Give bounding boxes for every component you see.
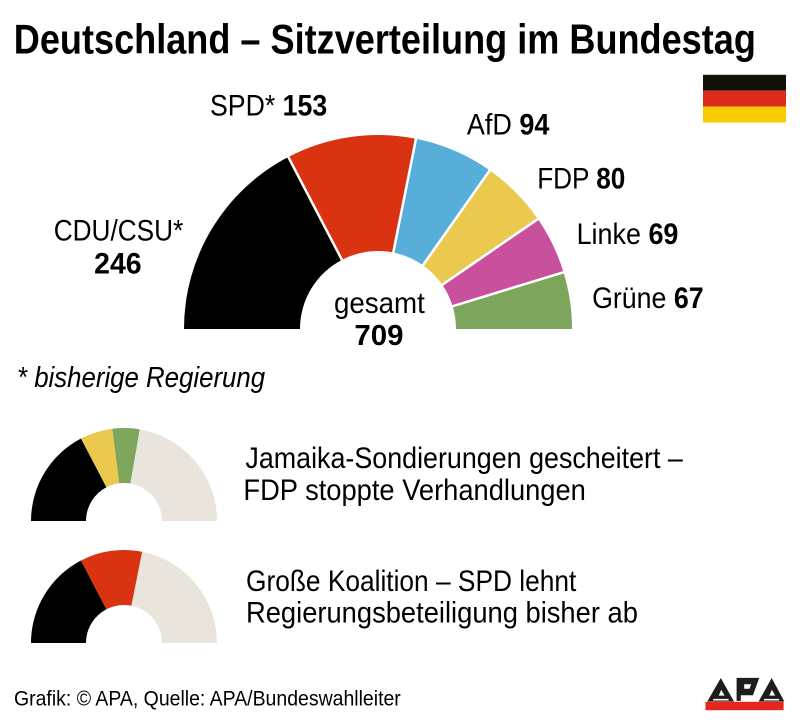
svg-text:Linke 69: Linke 69 (577, 218, 679, 252)
svg-text:CDU/CSU*: CDU/CSU* (54, 213, 184, 247)
svg-text:FDP 80: FDP 80 (537, 162, 625, 195)
svg-text:FDP stoppte Verhandlungen: FDP stoppte Verhandlungen (243, 474, 585, 507)
svg-text:Grafik: © APA, Quelle: APA/Bun: Grafik: © APA, Quelle: APA/Bundeswahllei… (14, 687, 401, 711)
svg-text:gesamt: gesamt (334, 287, 425, 320)
svg-text:Große Koalition – SPD lehnt: Große Koalition – SPD lehnt (246, 563, 576, 597)
svg-text:* bisherige Regierung: * bisherige Regierung (17, 361, 266, 394)
svg-text:709: 709 (354, 320, 403, 352)
svg-text:Grüne 67: Grüne 67 (592, 282, 704, 316)
svg-text:Regierungsbeteiligung bisher a: Regierungsbeteiligung bisher ab (246, 596, 638, 629)
svg-text:AfD 94: AfD 94 (467, 108, 550, 142)
svg-text:Jamaika-Sondierungen gescheite: Jamaika-Sondierungen gescheitert – (245, 442, 683, 476)
svg-text:246: 246 (94, 248, 141, 281)
svg-text:Deutschland – Sitzverteilung i: Deutschland – Sitzverteilung im Bundesta… (14, 17, 756, 63)
svg-text:SPD* 153: SPD* 153 (210, 89, 327, 123)
